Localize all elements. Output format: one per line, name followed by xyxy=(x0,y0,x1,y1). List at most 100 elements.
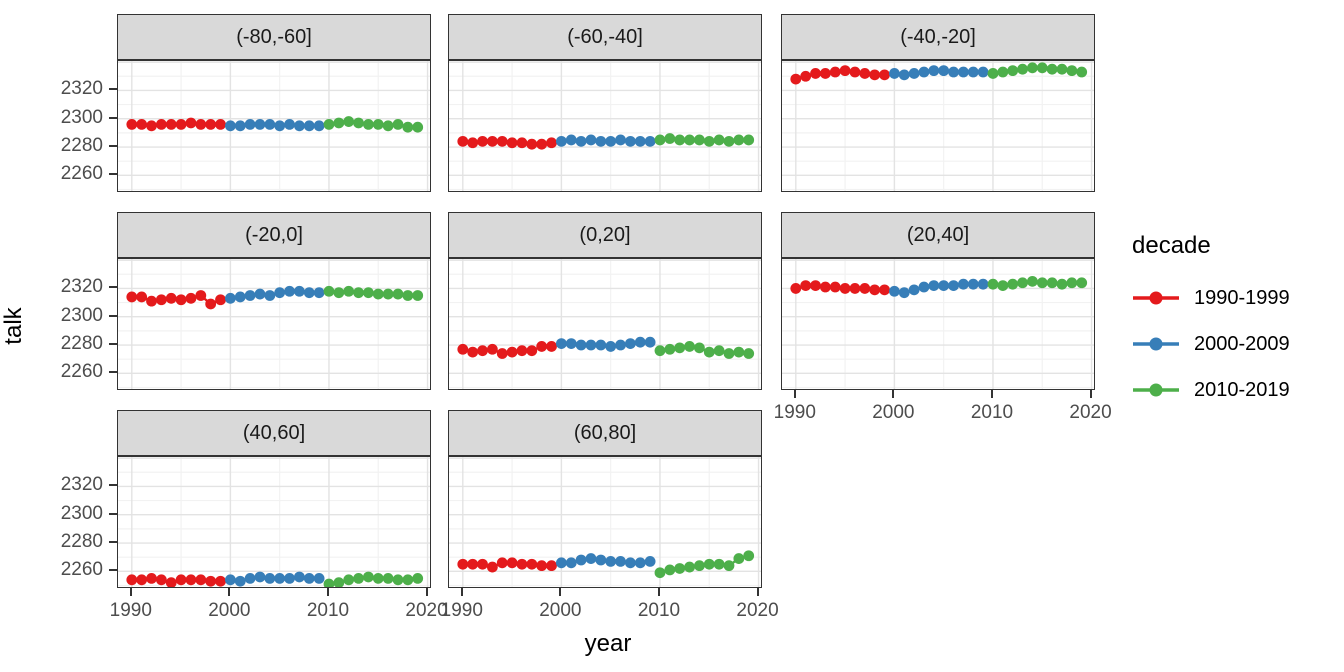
x-tick-label: 1990 xyxy=(440,600,483,621)
data-point xyxy=(733,346,745,358)
data-point xyxy=(264,118,276,130)
data-point xyxy=(264,290,276,301)
data-point xyxy=(977,66,989,78)
facet-panel xyxy=(448,258,762,390)
data-point xyxy=(254,571,266,583)
data-point xyxy=(958,66,969,78)
facet-strip: (-60,-40] xyxy=(448,14,762,60)
y-tick-mark xyxy=(109,88,117,91)
facet-label: (0,20] xyxy=(579,223,631,246)
data-point xyxy=(363,287,374,299)
data-point xyxy=(674,342,686,354)
y-tick-mark xyxy=(109,569,117,572)
data-point xyxy=(1056,278,1068,290)
legend-item-label: 1990-1999 xyxy=(1194,286,1290,309)
data-point xyxy=(353,572,364,584)
x-tick-mark xyxy=(326,588,329,596)
data-point xyxy=(294,120,305,132)
x-tick-mark xyxy=(657,588,660,596)
x-tick-label: 1990 xyxy=(109,600,152,621)
data-point xyxy=(713,345,725,357)
legend-key-icon xyxy=(1133,291,1179,305)
data-point xyxy=(1017,63,1028,75)
data-point xyxy=(136,291,148,303)
data-point xyxy=(244,572,256,584)
facet-label: (-60,-40] xyxy=(567,25,643,48)
data-point xyxy=(155,574,167,586)
data-point xyxy=(303,287,315,299)
data-point xyxy=(526,345,538,357)
data-point xyxy=(967,66,979,78)
x-tick-label: 2000 xyxy=(872,402,915,423)
data-point xyxy=(664,343,676,355)
data-point xyxy=(372,572,384,584)
data-point xyxy=(234,291,246,303)
data-point xyxy=(323,118,335,130)
data-point xyxy=(585,134,597,146)
data-point xyxy=(412,121,424,133)
series-2000-2009 xyxy=(888,65,989,81)
y-tick-label: 2320 xyxy=(60,474,103,496)
data-point xyxy=(353,287,364,299)
data-point xyxy=(284,285,295,297)
data-point xyxy=(1036,277,1048,289)
series-2000-2009 xyxy=(555,134,656,147)
series-1990-1999 xyxy=(790,280,890,296)
data-point xyxy=(136,118,148,130)
data-point xyxy=(859,68,871,79)
data-point xyxy=(1046,277,1058,289)
legend: decade 1990-1999 2000-2009 2010-2019 xyxy=(1132,232,1290,426)
data-point xyxy=(224,292,236,304)
x-tick-label: 2000 xyxy=(539,600,582,621)
legend-item: 2010-2019 xyxy=(1132,379,1290,401)
data-point xyxy=(224,574,236,586)
data-point xyxy=(634,135,646,147)
data-point xyxy=(713,134,725,146)
facet-strip: (60,80] xyxy=(448,410,762,456)
y-tick-mark xyxy=(109,286,117,289)
y-tick-label: 2280 xyxy=(60,531,103,553)
series-2010-2019 xyxy=(323,116,424,133)
x-tick-mark xyxy=(228,588,231,596)
data-point xyxy=(888,68,900,79)
data-point xyxy=(215,294,226,306)
data-point xyxy=(967,278,979,290)
facet-label: (60,80] xyxy=(573,421,637,444)
data-point xyxy=(674,563,686,574)
data-point xyxy=(234,120,246,132)
data-point xyxy=(733,553,745,564)
series-2010-2019 xyxy=(654,133,755,147)
data-point xyxy=(457,343,469,355)
data-point xyxy=(615,134,626,146)
data-point xyxy=(155,118,167,130)
data-point xyxy=(605,341,617,352)
data-point xyxy=(284,572,295,584)
data-point xyxy=(1066,277,1078,289)
y-tick-label: 2280 xyxy=(60,333,103,355)
data-point xyxy=(467,346,479,358)
data-point xyxy=(526,138,538,150)
data-point xyxy=(536,138,548,150)
data-point xyxy=(859,283,871,294)
data-point xyxy=(615,339,626,351)
y-tick-label: 2300 xyxy=(60,304,103,326)
facet-strip: (-40,-20] xyxy=(781,14,1095,60)
data-point xyxy=(723,560,735,572)
data-point xyxy=(575,554,587,566)
data-point xyxy=(244,118,256,130)
data-point xyxy=(664,564,676,576)
data-point xyxy=(477,135,488,147)
data-point xyxy=(506,137,518,149)
series-2000-2009 xyxy=(224,571,325,587)
data-point xyxy=(215,118,226,130)
data-point xyxy=(1056,63,1068,75)
data-point xyxy=(333,577,345,587)
data-point xyxy=(294,285,305,297)
series-2010-2019 xyxy=(654,550,755,579)
data-point xyxy=(615,556,626,567)
data-point xyxy=(595,554,607,566)
data-point xyxy=(195,290,207,301)
x-axis-title: year xyxy=(584,630,632,657)
series-2010-2019 xyxy=(987,275,1088,291)
